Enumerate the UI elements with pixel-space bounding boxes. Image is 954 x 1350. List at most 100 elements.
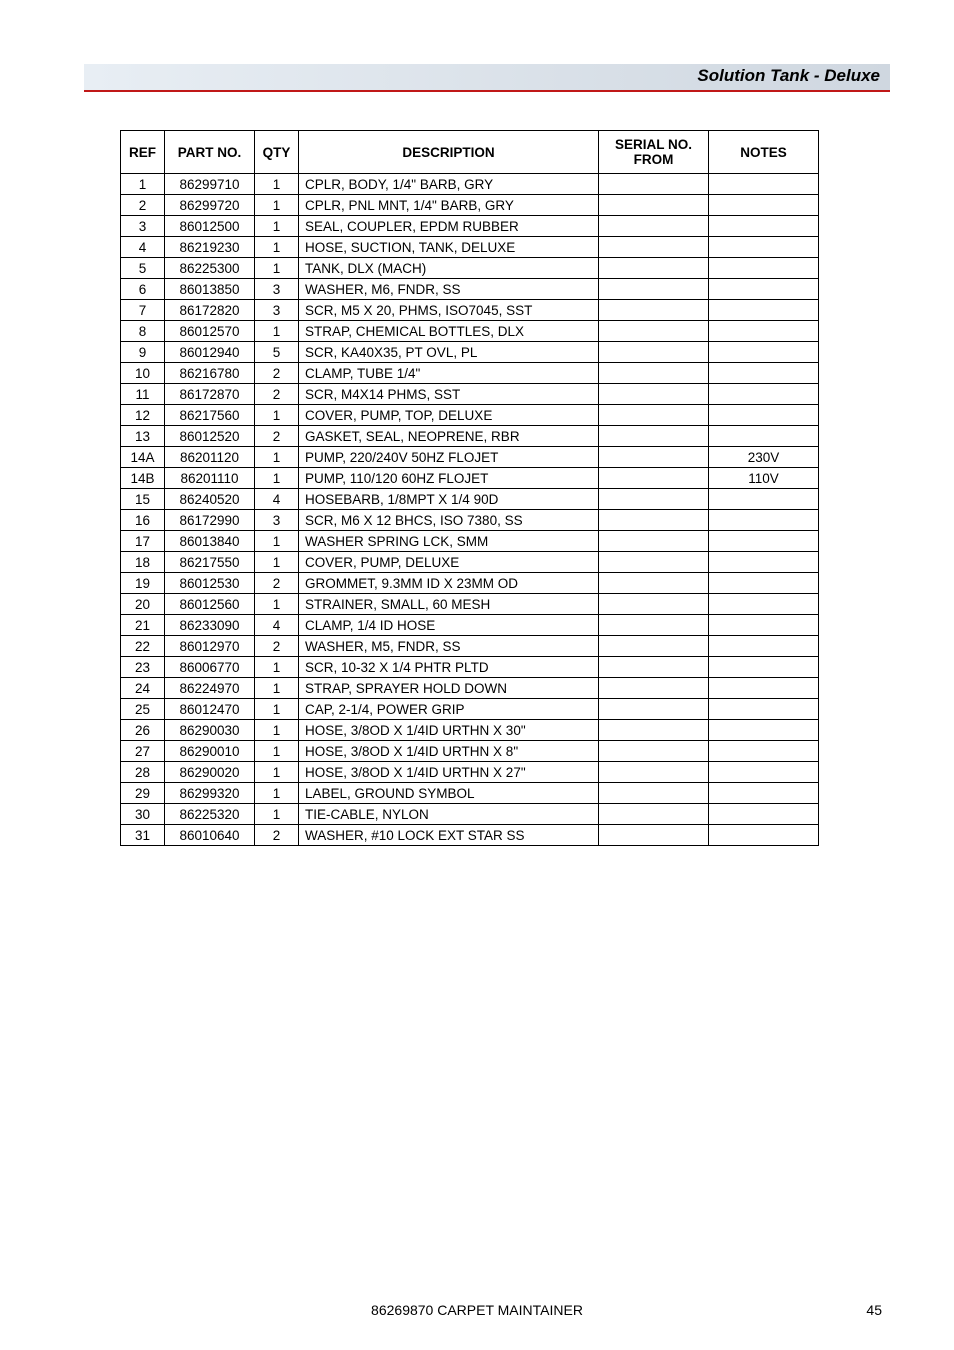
- cell-serial: [599, 804, 709, 825]
- cell-qty: 2: [255, 363, 299, 384]
- cell-serial: [599, 720, 709, 741]
- footer-doc-title: 86269870 CARPET MAINTAINER: [371, 1302, 583, 1318]
- cell-serial: [599, 300, 709, 321]
- cell-notes: [709, 678, 819, 699]
- cell-serial: [599, 384, 709, 405]
- cell-partno: 86299320: [165, 783, 255, 804]
- col-header-ref: REF: [121, 131, 165, 174]
- col-header-serial: SERIAL NO. FROM: [599, 131, 709, 174]
- cell-qty: 1: [255, 531, 299, 552]
- cell-ref: 2: [121, 195, 165, 216]
- cell-description: WASHER, M5, FNDR, SS: [299, 636, 599, 657]
- cell-description: LABEL, GROUND SYMBOL: [299, 783, 599, 804]
- cell-notes: [709, 237, 819, 258]
- cell-partno: 86012570: [165, 321, 255, 342]
- cell-serial: [599, 741, 709, 762]
- cell-serial: [599, 279, 709, 300]
- cell-notes: [709, 426, 819, 447]
- table-row: 13860125202GASKET, SEAL, NEOPRENE, RBR: [121, 426, 819, 447]
- cell-notes: [709, 216, 819, 237]
- cell-ref: 3: [121, 216, 165, 237]
- cell-serial: [599, 699, 709, 720]
- cell-notes: [709, 384, 819, 405]
- cell-description: SEAL, COUPLER, EPDM RUBBER: [299, 216, 599, 237]
- cell-partno: 86225320: [165, 804, 255, 825]
- cell-serial: [599, 426, 709, 447]
- cell-qty: 2: [255, 825, 299, 846]
- cell-qty: 2: [255, 384, 299, 405]
- cell-description: STRAP, SPRAYER HOLD DOWN: [299, 678, 599, 699]
- cell-serial: [599, 216, 709, 237]
- cell-notes: [709, 342, 819, 363]
- cell-notes: [709, 531, 819, 552]
- cell-qty: 1: [255, 468, 299, 489]
- cell-qty: 1: [255, 783, 299, 804]
- table-row: 24862249701STRAP, SPRAYER HOLD DOWN: [121, 678, 819, 699]
- cell-qty: 1: [255, 678, 299, 699]
- cell-serial: [599, 258, 709, 279]
- cell-ref: 26: [121, 720, 165, 741]
- cell-notes: [709, 720, 819, 741]
- cell-ref: 29: [121, 783, 165, 804]
- cell-serial: [599, 342, 709, 363]
- cell-serial: [599, 174, 709, 195]
- cell-partno: 86219230: [165, 237, 255, 258]
- table-row: 17860138401WASHER SPRING LCK, SMM: [121, 531, 819, 552]
- cell-notes: 110V: [709, 468, 819, 489]
- cell-partno: 86224970: [165, 678, 255, 699]
- cell-serial: [599, 615, 709, 636]
- table-row: 4862192301HOSE, SUCTION, TANK, DELUXE: [121, 237, 819, 258]
- col-header-qty: QTY: [255, 131, 299, 174]
- cell-notes: [709, 741, 819, 762]
- cell-qty: 1: [255, 258, 299, 279]
- cell-ref: 12: [121, 405, 165, 426]
- cell-partno: 86006770: [165, 657, 255, 678]
- table-row: 12862175601COVER, PUMP, TOP, DELUXE: [121, 405, 819, 426]
- table-row: 15862405204HOSEBARB, 1/8MPT X 1/4 90D: [121, 489, 819, 510]
- cell-partno: 86012520: [165, 426, 255, 447]
- cell-ref: 28: [121, 762, 165, 783]
- table-row: 19860125302GROMMET, 9.3MM ID X 23MM OD: [121, 573, 819, 594]
- cell-description: HOSE, 3/8OD X 1/4ID URTHN X 30": [299, 720, 599, 741]
- cell-description: COVER, PUMP, TOP, DELUXE: [299, 405, 599, 426]
- cell-description: TANK, DLX (MACH): [299, 258, 599, 279]
- cell-notes: [709, 783, 819, 804]
- cell-description: HOSE, 3/8OD X 1/4ID URTHN X 8": [299, 741, 599, 762]
- cell-description: GASKET, SEAL, NEOPRENE, RBR: [299, 426, 599, 447]
- cell-qty: 1: [255, 594, 299, 615]
- table-row: 10862167802CLAMP, TUBE 1/4": [121, 363, 819, 384]
- table-row: 30862253201TIE-CABLE, NYLON: [121, 804, 819, 825]
- cell-notes: [709, 699, 819, 720]
- cell-notes: [709, 594, 819, 615]
- cell-description: WASHER SPRING LCK, SMM: [299, 531, 599, 552]
- table-row: 20860125601STRAINER, SMALL, 60 MESH: [121, 594, 819, 615]
- cell-qty: 3: [255, 300, 299, 321]
- cell-qty: 1: [255, 552, 299, 573]
- cell-qty: 1: [255, 405, 299, 426]
- cell-notes: [709, 804, 819, 825]
- cell-notes: [709, 363, 819, 384]
- col-header-notes: NOTES: [709, 131, 819, 174]
- cell-qty: 1: [255, 762, 299, 783]
- cell-serial: [599, 762, 709, 783]
- parts-table: REF PART NO. QTY DESCRIPTION SERIAL NO. …: [120, 130, 819, 846]
- cell-description: CPLR, BODY, 1/4" BARB, GRY: [299, 174, 599, 195]
- cell-qty: 1: [255, 447, 299, 468]
- cell-notes: [709, 657, 819, 678]
- table-row: 1862997101CPLR, BODY, 1/4" BARB, GRY: [121, 174, 819, 195]
- cell-ref: 15: [121, 489, 165, 510]
- table-row: 25860124701CAP, 2-1/4, POWER GRIP: [121, 699, 819, 720]
- cell-serial: [599, 237, 709, 258]
- cell-partno: 86013850: [165, 279, 255, 300]
- cell-partno: 86012470: [165, 699, 255, 720]
- table-row: 27862900101HOSE, 3/8OD X 1/4ID URTHN X 8…: [121, 741, 819, 762]
- cell-ref: 25: [121, 699, 165, 720]
- table-row: 28862900201HOSE, 3/8OD X 1/4ID URTHN X 2…: [121, 762, 819, 783]
- cell-qty: 1: [255, 216, 299, 237]
- cell-partno: 86172820: [165, 300, 255, 321]
- cell-notes: [709, 405, 819, 426]
- cell-ref: 18: [121, 552, 165, 573]
- cell-partno: 86217550: [165, 552, 255, 573]
- cell-serial: [599, 531, 709, 552]
- cell-ref: 5: [121, 258, 165, 279]
